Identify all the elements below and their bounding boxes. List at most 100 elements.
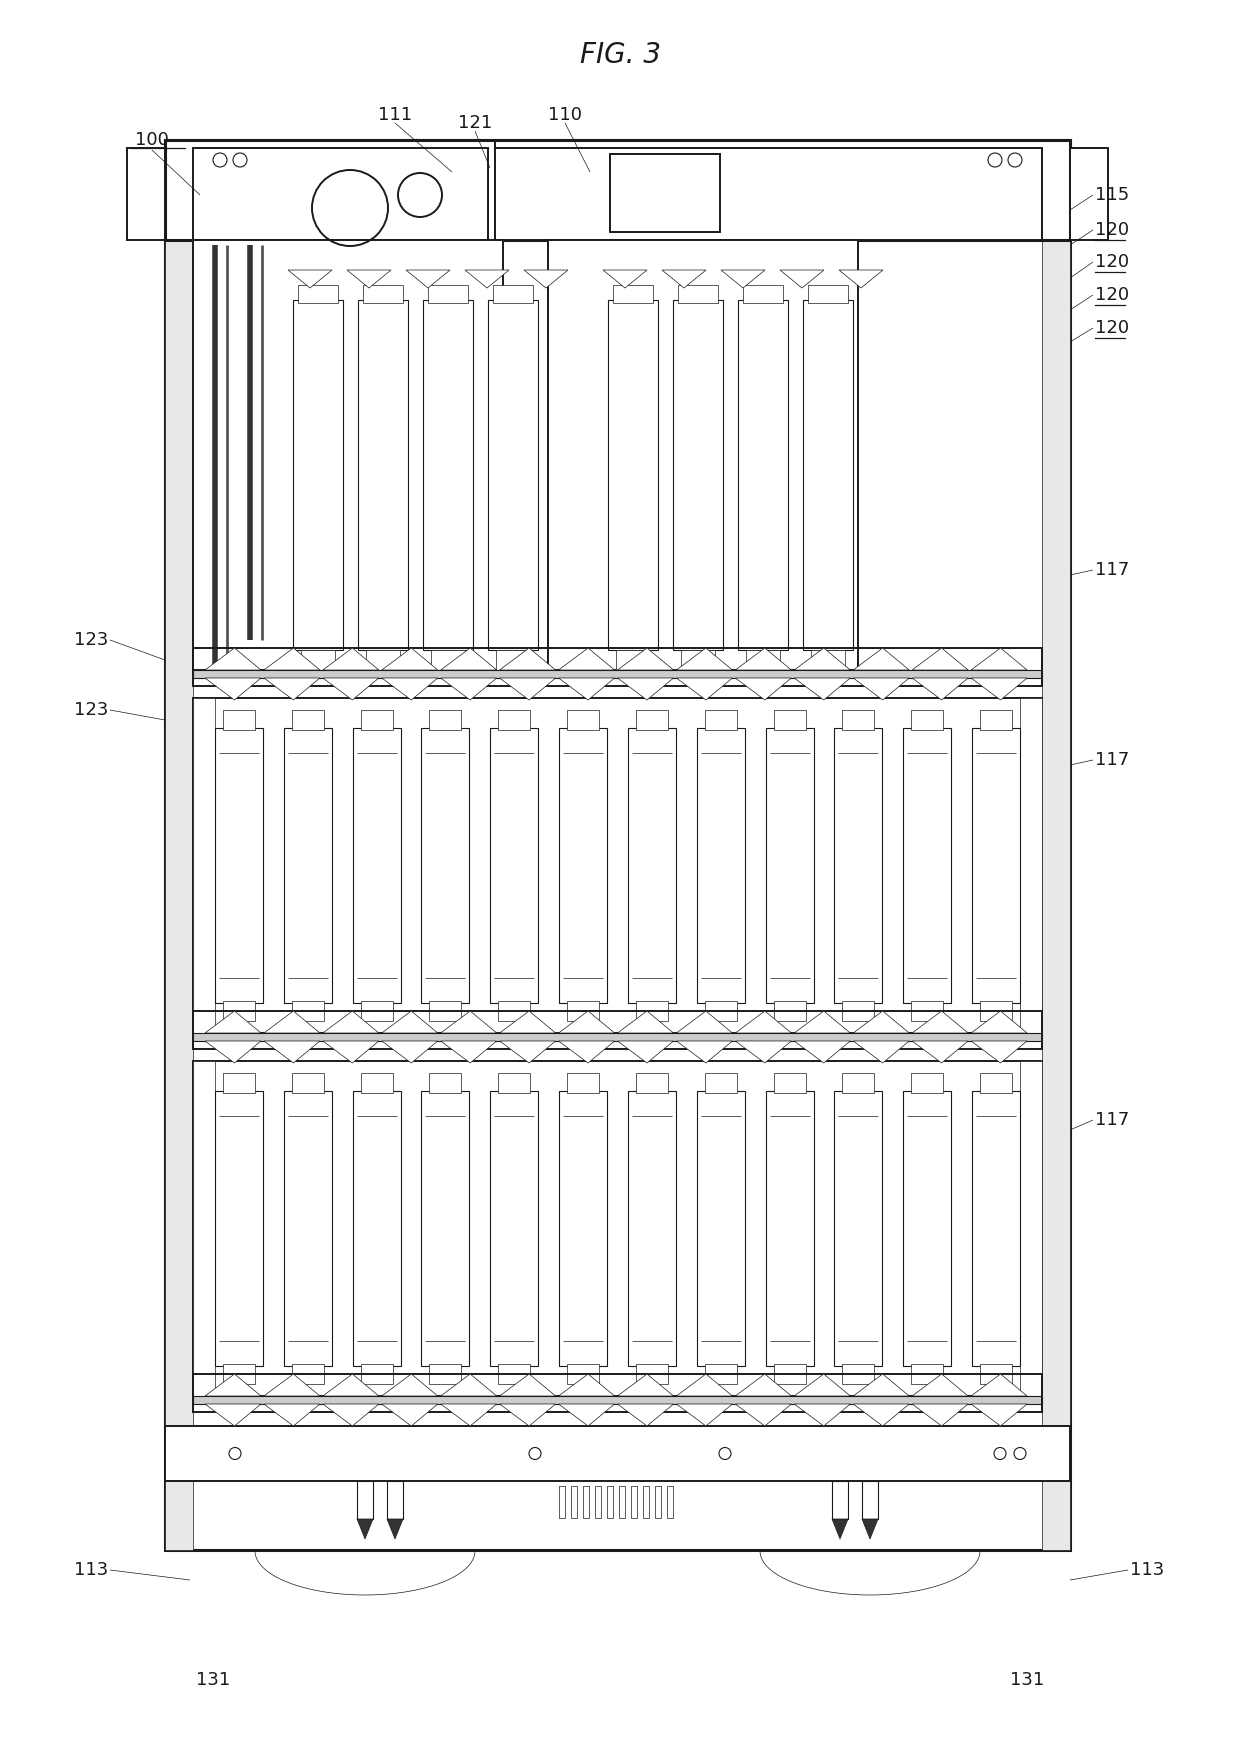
Text: FIG. 3: FIG. 3 (579, 40, 661, 68)
Bar (165, 240, 193, 1550)
Polygon shape (618, 677, 673, 700)
Polygon shape (853, 1374, 909, 1395)
Polygon shape (795, 1374, 851, 1395)
Bar (284, 1092, 332, 1365)
Bar (704, 1000, 737, 1021)
Polygon shape (735, 1374, 791, 1395)
Bar (808, 284, 848, 304)
Bar (432, 649, 465, 670)
Polygon shape (795, 1041, 851, 1064)
Polygon shape (618, 1011, 673, 1034)
Text: 111: 111 (378, 105, 412, 125)
Bar (291, 1000, 324, 1021)
Polygon shape (264, 677, 320, 700)
Bar (667, 1486, 673, 1518)
Text: 120: 120 (1095, 253, 1130, 270)
Bar (498, 1364, 531, 1385)
Bar (567, 1000, 599, 1021)
Polygon shape (677, 1011, 733, 1034)
Text: 117: 117 (1095, 751, 1130, 769)
Polygon shape (264, 1041, 320, 1064)
Polygon shape (357, 1520, 373, 1539)
Bar (842, 711, 874, 730)
Bar (613, 284, 653, 304)
Polygon shape (525, 270, 568, 288)
Bar (627, 728, 676, 1004)
Text: 123: 123 (73, 700, 108, 720)
Circle shape (994, 1448, 1006, 1460)
Bar (422, 1092, 470, 1365)
Bar (215, 1092, 263, 1365)
Bar (774, 1000, 806, 1021)
Bar (678, 284, 718, 304)
Bar (429, 711, 461, 730)
Bar (616, 649, 650, 670)
Polygon shape (558, 1404, 615, 1427)
Text: 120: 120 (1095, 286, 1130, 304)
Bar (903, 1092, 951, 1365)
Circle shape (1014, 1448, 1025, 1460)
Bar (765, 1092, 813, 1365)
Bar (811, 649, 844, 670)
Polygon shape (618, 1041, 673, 1064)
Polygon shape (382, 1374, 438, 1395)
Polygon shape (677, 1041, 733, 1064)
Polygon shape (603, 270, 647, 288)
Text: 131: 131 (196, 1671, 229, 1688)
Circle shape (529, 1448, 541, 1460)
Bar (765, 728, 813, 1004)
Polygon shape (795, 648, 851, 670)
Bar (583, 1486, 589, 1518)
Polygon shape (465, 270, 508, 288)
Polygon shape (205, 1404, 260, 1427)
Polygon shape (735, 1011, 791, 1034)
Bar (429, 1364, 461, 1385)
Bar (490, 728, 538, 1004)
Polygon shape (500, 1011, 556, 1034)
Bar (215, 728, 263, 1004)
Polygon shape (558, 1011, 615, 1034)
Text: 117: 117 (1095, 562, 1130, 579)
Polygon shape (795, 1404, 851, 1427)
Polygon shape (382, 677, 438, 700)
Text: 120: 120 (1095, 319, 1130, 337)
Bar (223, 1000, 255, 1021)
Bar (911, 1364, 944, 1385)
Bar (704, 1072, 737, 1093)
Bar (165, 1427, 1070, 1481)
Polygon shape (618, 1374, 673, 1395)
Polygon shape (735, 648, 791, 670)
Bar (193, 670, 1042, 677)
Polygon shape (440, 1404, 497, 1427)
Bar (911, 1072, 944, 1093)
Bar (498, 1000, 531, 1021)
Polygon shape (780, 270, 825, 288)
Bar (490, 1092, 538, 1365)
Polygon shape (677, 648, 733, 670)
Polygon shape (677, 1374, 733, 1395)
Polygon shape (853, 648, 909, 670)
Polygon shape (264, 648, 320, 670)
Bar (291, 711, 324, 730)
Bar (193, 698, 1042, 1034)
Bar (361, 1000, 393, 1021)
Polygon shape (832, 1520, 848, 1539)
Polygon shape (971, 1374, 1027, 1395)
Polygon shape (853, 677, 909, 700)
Bar (655, 1486, 661, 1518)
Circle shape (719, 1448, 732, 1460)
Bar (774, 1364, 806, 1385)
Polygon shape (322, 1011, 379, 1034)
Polygon shape (382, 1011, 438, 1034)
Polygon shape (558, 648, 615, 670)
Polygon shape (405, 270, 450, 288)
Bar (595, 1486, 601, 1518)
Polygon shape (618, 648, 673, 670)
Polygon shape (322, 1404, 379, 1427)
Text: 113: 113 (73, 1560, 108, 1580)
Polygon shape (913, 1374, 968, 1395)
Polygon shape (853, 1011, 909, 1034)
Bar (673, 300, 723, 649)
Bar (366, 649, 401, 670)
Polygon shape (322, 1374, 379, 1395)
